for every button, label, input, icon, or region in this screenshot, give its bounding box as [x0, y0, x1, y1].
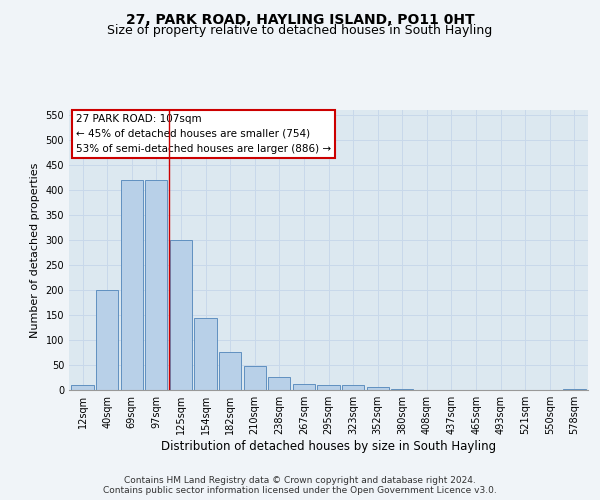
Bar — [194, 318, 217, 390]
Text: 27 PARK ROAD: 107sqm
← 45% of detached houses are smaller (754)
53% of semi-deta: 27 PARK ROAD: 107sqm ← 45% of detached h… — [76, 114, 331, 154]
Bar — [391, 388, 413, 390]
Bar — [121, 180, 143, 390]
X-axis label: Distribution of detached houses by size in South Hayling: Distribution of detached houses by size … — [161, 440, 496, 453]
Text: Size of property relative to detached houses in South Hayling: Size of property relative to detached ho… — [107, 24, 493, 37]
Text: Contains public sector information licensed under the Open Government Licence v3: Contains public sector information licen… — [103, 486, 497, 495]
Bar — [71, 385, 94, 390]
Bar — [342, 385, 364, 390]
Bar — [563, 388, 586, 390]
Bar — [367, 387, 389, 390]
Bar — [219, 352, 241, 390]
Bar — [170, 240, 192, 390]
Bar — [145, 180, 167, 390]
Y-axis label: Number of detached properties: Number of detached properties — [30, 162, 40, 338]
Text: Contains HM Land Registry data © Crown copyright and database right 2024.: Contains HM Land Registry data © Crown c… — [124, 476, 476, 485]
Bar — [317, 384, 340, 390]
Bar — [293, 384, 315, 390]
Text: 27, PARK ROAD, HAYLING ISLAND, PO11 0HT: 27, PARK ROAD, HAYLING ISLAND, PO11 0HT — [125, 12, 475, 26]
Bar — [244, 366, 266, 390]
Bar — [268, 377, 290, 390]
Bar — [96, 290, 118, 390]
